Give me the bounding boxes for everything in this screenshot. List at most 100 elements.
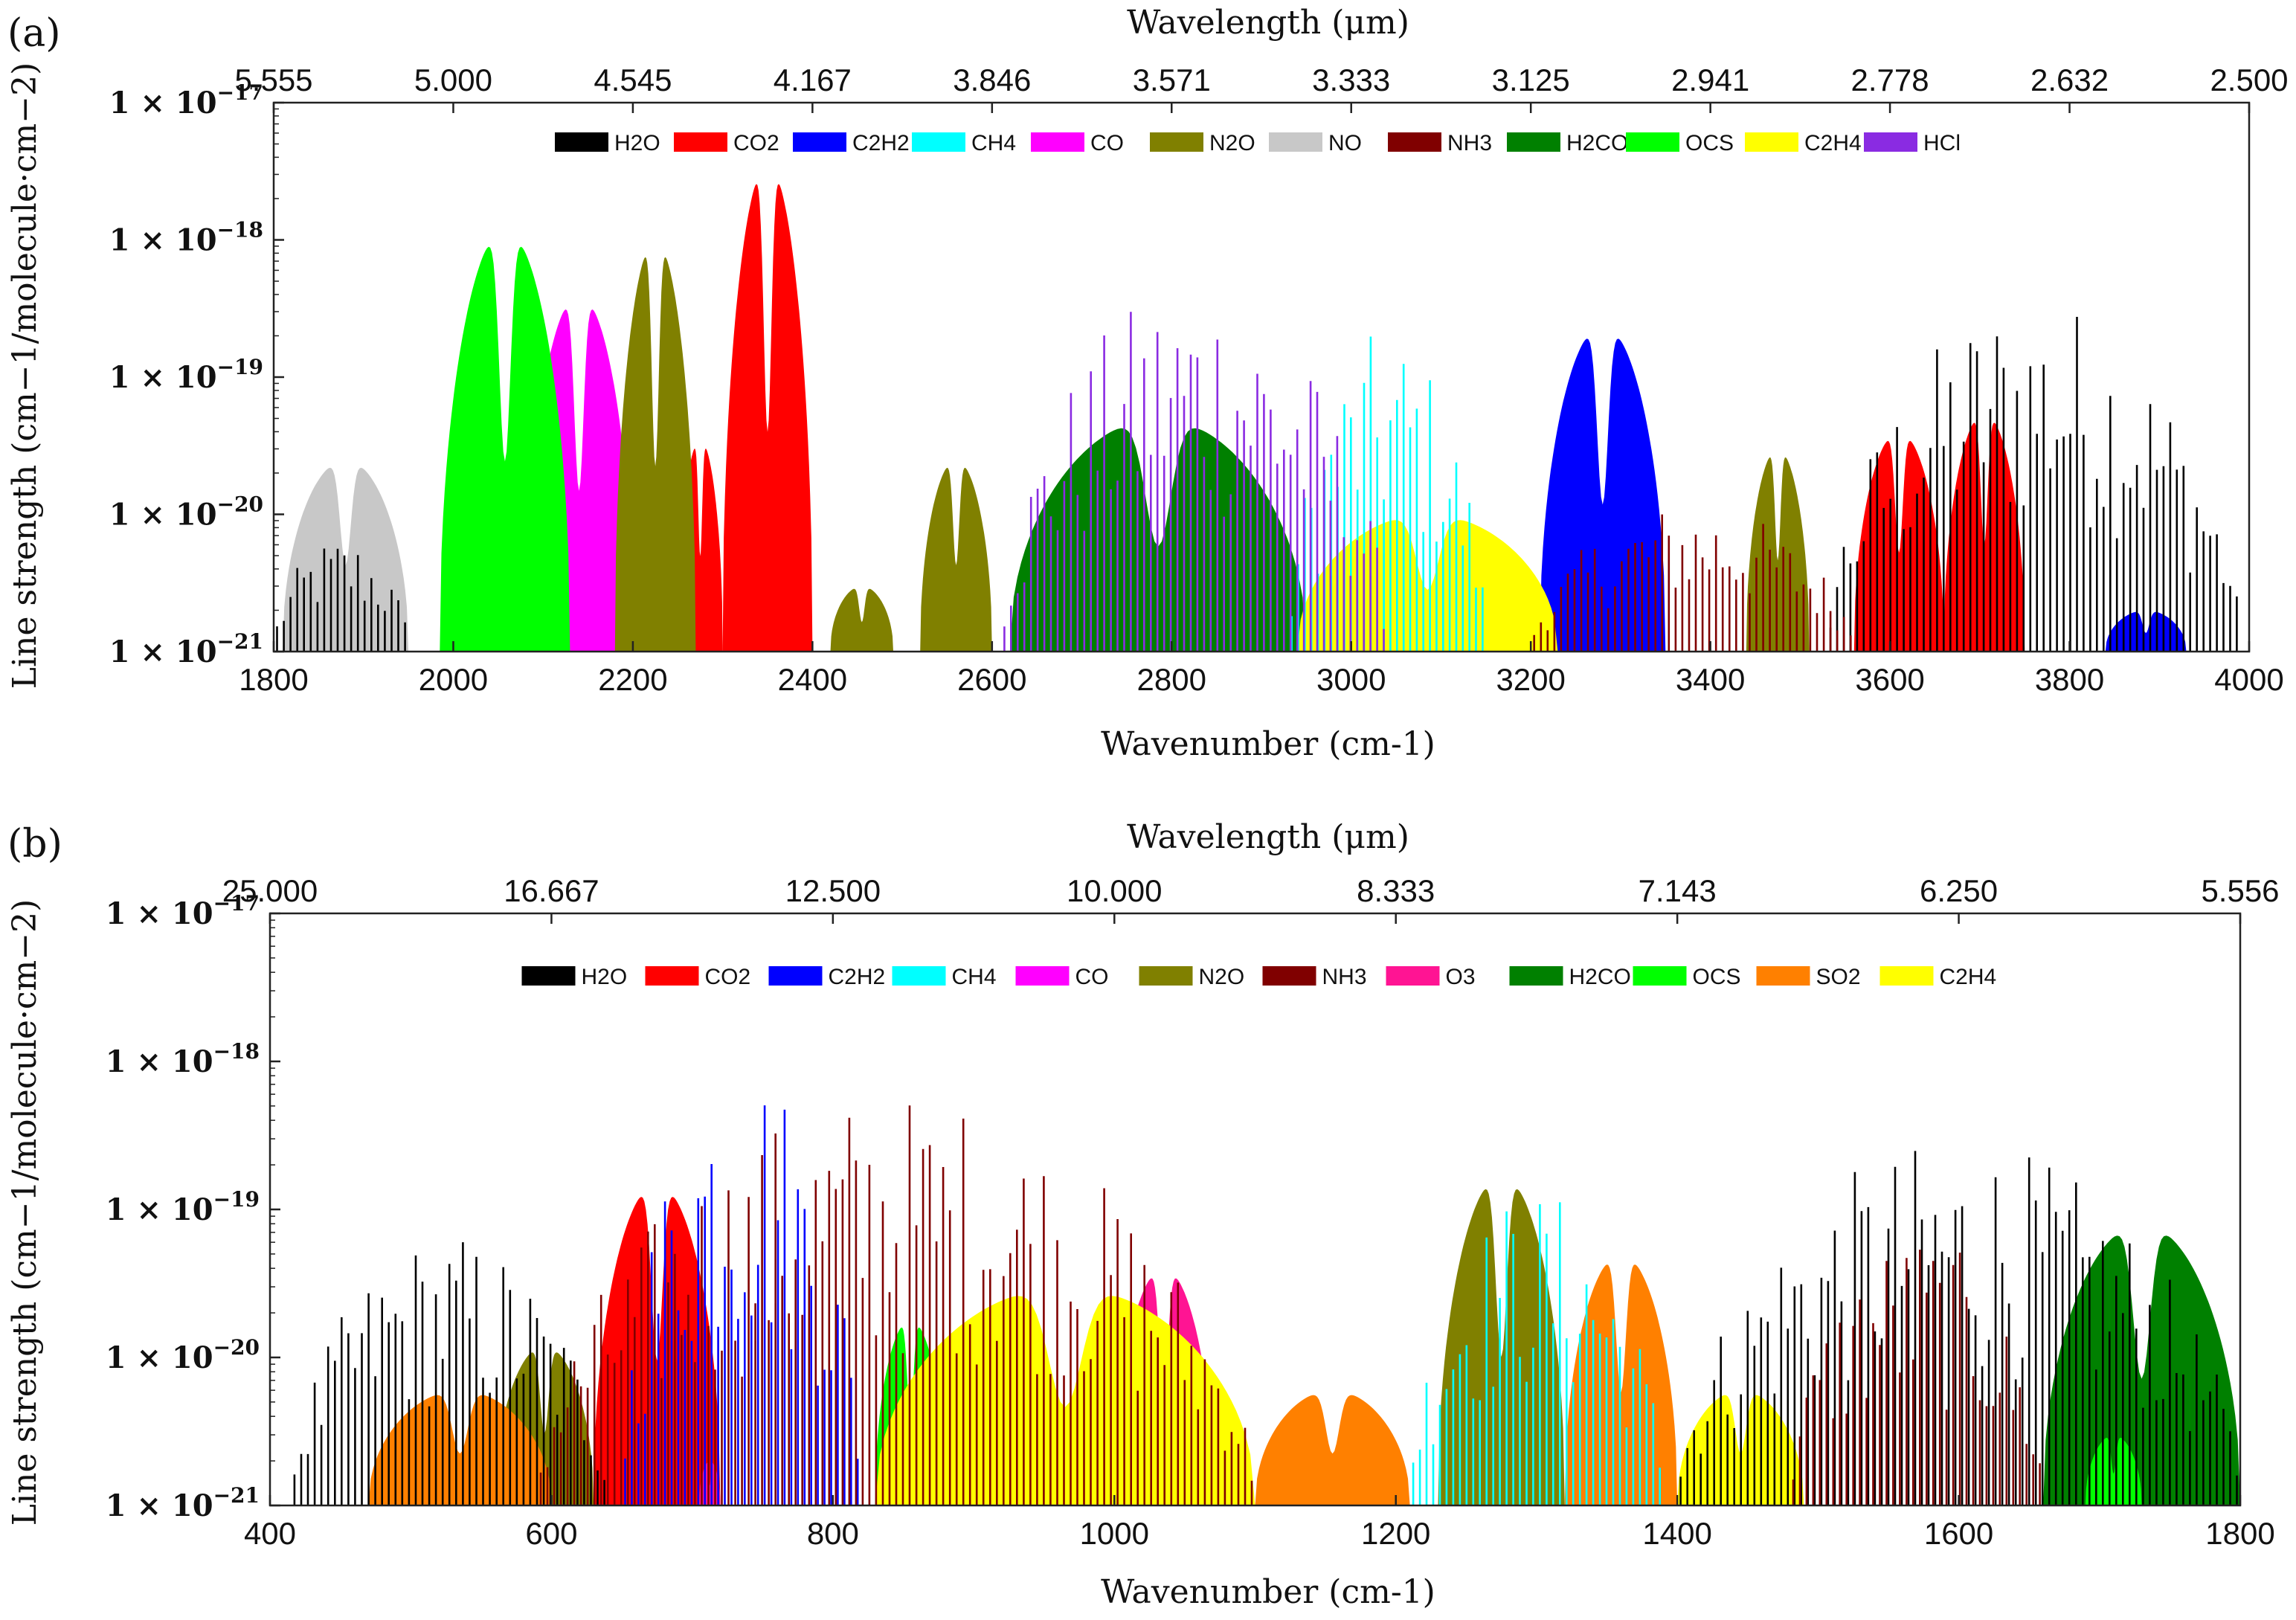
y-tick-label: 1 × 10−19 xyxy=(106,1187,260,1227)
legend-label-so2: SO2 xyxy=(1816,965,1861,989)
series-h2o xyxy=(293,1151,2238,1505)
panel-a-top-axis-title: Wavelength (μm) xyxy=(1127,4,1409,42)
legend-label-ocs: OCS xyxy=(1685,131,1734,155)
band-h2co-0 xyxy=(2043,1235,2240,1505)
top-tick-label: 4.545 xyxy=(594,62,672,97)
band-ocs-0 xyxy=(440,246,570,652)
legend-label-co: CO xyxy=(1090,131,1124,155)
x-tick-label: 3200 xyxy=(1496,662,1565,697)
legend-swatch-co2 xyxy=(674,132,727,152)
series-ch4 xyxy=(1412,1202,1661,1505)
band-c2h4-0 xyxy=(1297,520,1558,652)
band-nh3-1 xyxy=(1792,1250,2041,1505)
legend-label-c2h4: C2H4 xyxy=(1804,131,1862,155)
series-n2o xyxy=(614,257,1810,652)
band-no-0 xyxy=(283,467,409,652)
x-tick-label: 1800 xyxy=(2205,1516,2274,1551)
y-tick-label: 1 × 10−18 xyxy=(109,218,263,258)
band-ch4-0 xyxy=(1412,1202,1661,1505)
legend-label-ocs: OCS xyxy=(1693,965,1741,989)
x-tick-label: 1800 xyxy=(239,662,308,697)
legend-swatch-no xyxy=(1269,132,1322,152)
band-c2h2-0 xyxy=(624,1105,859,1505)
legend-swatch-h2co xyxy=(1509,966,1563,986)
panel-a-x-axis-title: Wavenumber (cm-1) xyxy=(1101,725,1435,763)
legend-swatch-ocs xyxy=(1633,966,1687,986)
legend-swatch-ch4 xyxy=(892,966,946,986)
legend-swatch-co xyxy=(1015,966,1070,986)
top-tick-label: 16.667 xyxy=(504,873,599,908)
series-hcl xyxy=(1003,312,1385,652)
legend-label-h2o: H2O xyxy=(614,131,660,155)
legend-label-n2o: N2O xyxy=(1199,965,1245,989)
top-tick-label: 6.250 xyxy=(1920,873,1998,908)
legend-swatch-c2h2 xyxy=(768,966,823,986)
band-h2o-0 xyxy=(293,1242,605,1505)
legend-label-nh3: NH3 xyxy=(1322,965,1367,989)
top-tick-label: 5.555 xyxy=(234,62,312,97)
y-tick-label: 1 × 10−17 xyxy=(106,891,260,931)
top-tick-label: 5.556 xyxy=(2201,873,2279,908)
panel-b-top-axis-title: Wavelength (μm) xyxy=(1127,818,1409,856)
x-tick-label: 2400 xyxy=(778,662,847,697)
series-nh3 xyxy=(539,1105,2041,1505)
top-tick-label: 5.000 xyxy=(414,62,492,97)
x-tick-label: 1000 xyxy=(1080,1516,1149,1551)
panel-b-x-axis-title: Wavenumber (cm-1) xyxy=(1101,1573,1435,1611)
band-n2o-2 xyxy=(920,467,992,652)
top-tick-label: 2.500 xyxy=(2210,62,2288,97)
legend-label-h2co: H2CO xyxy=(1569,965,1631,989)
top-tick-label: 4.167 xyxy=(774,62,852,97)
legend-label-o3: O3 xyxy=(1446,965,1476,989)
series-c2h2 xyxy=(1540,338,2187,652)
band-nh3-0 xyxy=(1533,514,1852,652)
series-nh3 xyxy=(1533,514,1852,652)
band-nh3-0 xyxy=(539,1105,1253,1505)
legend-swatch-nh3 xyxy=(1388,132,1441,152)
series-h2co xyxy=(2043,1235,2240,1505)
legend-swatch-o3 xyxy=(1386,966,1440,986)
legend-swatch-c2h4 xyxy=(1745,132,1798,152)
y-tick-label: 1 × 10−19 xyxy=(109,355,263,395)
y-tick-label: 1 × 10−21 xyxy=(106,1483,260,1523)
series-c2h2 xyxy=(624,1105,859,1505)
x-tick-label: 2200 xyxy=(598,662,667,697)
band-n2o-1 xyxy=(830,588,893,652)
panel-b-label: (b) xyxy=(7,822,62,867)
plot-area-b xyxy=(293,1105,2240,1505)
top-tick-label: 2.632 xyxy=(2030,62,2109,97)
legend-swatch-h2co xyxy=(1507,132,1560,152)
band-so2-0 xyxy=(368,1395,552,1505)
band-so2-1 xyxy=(1255,1395,1410,1505)
panel-b-y-axis-title: Line strength (cm−1/molecule·cm−2) xyxy=(6,899,44,1526)
legend-a: H2O CO2 C2H2 CH4 CO N2O NO NH3 H2CO OCS C2H4 HCl xyxy=(555,131,1961,155)
legend-label-h2co: H2CO xyxy=(1566,131,1628,155)
band-c2h4-1 xyxy=(1677,1395,1804,1505)
legend-swatch-c2h4 xyxy=(1879,966,1934,986)
legend-label-nh3: NH3 xyxy=(1447,131,1492,155)
legend-swatch-n2o xyxy=(1150,132,1203,152)
x-tick-label: 400 xyxy=(244,1516,296,1551)
band-hcl-0 xyxy=(1003,312,1385,652)
x-tick-label: 1600 xyxy=(1924,1516,1993,1551)
legend-swatch-n2o xyxy=(1139,966,1193,986)
legend-swatch-h2o xyxy=(555,132,608,152)
band-h2o-1 xyxy=(1679,1151,2238,1505)
top-tick-label: 2.778 xyxy=(1851,62,1929,97)
top-tick-label: 7.143 xyxy=(1639,873,1717,908)
band-co2-1 xyxy=(722,184,813,652)
band-n2o-3 xyxy=(1746,457,1810,652)
series-c2h4 xyxy=(1297,520,1558,652)
panel-a-label: (a) xyxy=(7,11,61,56)
top-tick-label: 25.000 xyxy=(222,873,318,908)
top-tick-label: 3.846 xyxy=(953,62,1031,97)
y-tick-label: 1 × 10−21 xyxy=(109,629,263,669)
y-tick-label: 1 × 10−18 xyxy=(106,1039,260,1079)
legend-label-n2o: N2O xyxy=(1209,131,1255,155)
series-ocs xyxy=(440,246,570,652)
legend-swatch-co xyxy=(1031,132,1084,152)
legend-label-no: NO xyxy=(1328,131,1362,155)
legend-label-hcl: HCl xyxy=(1923,131,1961,155)
x-tick-label: 3000 xyxy=(1316,662,1386,697)
